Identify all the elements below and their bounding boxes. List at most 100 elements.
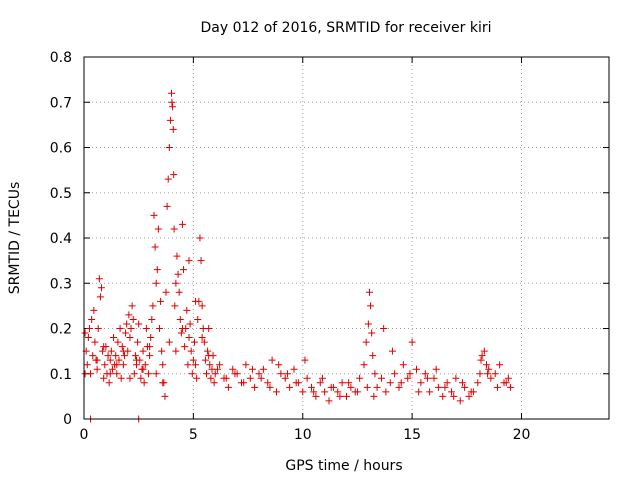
data-point (504, 374, 512, 382)
data-point (173, 252, 181, 260)
data-point (201, 356, 209, 364)
data-point (441, 383, 449, 391)
data-point (84, 334, 92, 342)
data-point (123, 320, 131, 328)
data-point (360, 361, 368, 369)
data-point (458, 379, 466, 387)
data-point (159, 361, 167, 369)
data-point (153, 266, 161, 274)
data-point (204, 347, 212, 355)
data-point (162, 288, 170, 296)
data-point (430, 374, 438, 382)
plot-frame (83, 56, 610, 420)
data-point (246, 374, 254, 382)
data-point (137, 374, 145, 382)
data-point (192, 361, 200, 369)
data-point (126, 334, 134, 342)
y-tick-label: 0 (63, 412, 72, 428)
data-point (303, 374, 311, 382)
data-point (476, 370, 484, 378)
data-point (345, 379, 353, 387)
data-point (382, 388, 390, 396)
data-point (292, 379, 300, 387)
data-point (388, 347, 396, 355)
data-point (283, 370, 291, 378)
data-point (378, 374, 385, 382)
data-point (147, 334, 155, 342)
data-point (229, 365, 237, 373)
data-point (370, 392, 378, 400)
data-point (327, 383, 335, 391)
data-point (93, 356, 101, 364)
data-point (321, 388, 329, 396)
data-point (310, 388, 318, 396)
data-point (316, 379, 324, 387)
data-point (308, 383, 315, 391)
data-point (353, 388, 361, 396)
data-point (163, 202, 171, 210)
data-point (266, 383, 274, 391)
data-point (113, 361, 121, 369)
data-point (406, 370, 414, 378)
data-point (213, 365, 221, 373)
y-tick-label: 0.3 (50, 276, 72, 292)
data-point (417, 379, 425, 387)
data-point (157, 297, 165, 305)
data-point (168, 89, 175, 97)
data-point (242, 361, 250, 369)
y-tick-label: 0.1 (50, 367, 72, 383)
data-point (211, 370, 219, 378)
data-point (478, 352, 486, 360)
chart-title: Day 012 of 2016, SRMTID for receiver kir… (200, 20, 491, 36)
data-point (93, 365, 101, 373)
data-point (104, 352, 112, 360)
data-point (164, 175, 172, 183)
data-point (465, 392, 473, 400)
data-point (81, 329, 89, 337)
data-point (85, 325, 93, 332)
data-point (119, 347, 127, 355)
data-point (415, 388, 423, 396)
data-point (404, 374, 412, 382)
data-point (461, 383, 469, 391)
data-point (493, 383, 501, 391)
data-point (336, 392, 344, 400)
data-point (161, 392, 169, 400)
data-point (483, 361, 490, 369)
data-point (172, 279, 180, 287)
data-point (325, 397, 333, 405)
data-point (106, 356, 114, 364)
data-point (125, 311, 133, 319)
data-point (198, 334, 206, 342)
data-point (474, 379, 482, 387)
data-point (120, 352, 128, 360)
data-point (130, 370, 138, 378)
data-point (154, 225, 162, 233)
data-point (369, 352, 377, 360)
data-point (367, 302, 375, 310)
data-point (152, 370, 160, 378)
data-point (117, 374, 125, 382)
data-point (169, 103, 177, 111)
data-point (118, 343, 126, 351)
data-point (131, 352, 139, 360)
data-point (240, 379, 248, 387)
data-point (146, 343, 154, 351)
data-point (126, 374, 134, 382)
data-point (450, 392, 458, 400)
data-point (264, 379, 272, 387)
data-point (192, 297, 200, 305)
data-point (114, 338, 122, 346)
data-point (205, 352, 213, 360)
data-point (96, 293, 104, 301)
data-point (116, 325, 124, 332)
data-point (443, 379, 451, 387)
grid-layer (84, 57, 609, 419)
data-point (105, 379, 113, 387)
data-point (432, 365, 440, 373)
data-point (380, 325, 388, 332)
data-point (413, 365, 420, 373)
data-point (275, 361, 283, 369)
data-point (174, 270, 182, 278)
data-point (196, 234, 204, 242)
